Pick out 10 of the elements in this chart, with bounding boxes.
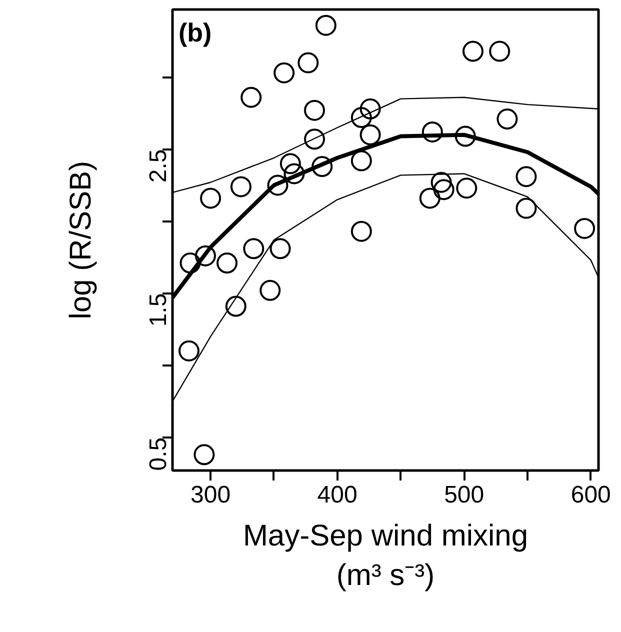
y-axis-title: log (R/SSB) bbox=[64, 160, 98, 320]
y-tick-label: 2.5 bbox=[145, 149, 172, 183]
annotation: (b) bbox=[178, 18, 212, 48]
x-tick-label: 400 bbox=[317, 482, 358, 508]
x-axis-title: May-Sep wind mixing (m³ s⁻³) bbox=[242, 520, 528, 592]
y-tick-label: 0.5 bbox=[145, 437, 172, 471]
x-tick-label: 300 bbox=[190, 482, 231, 508]
x-tick-label: 500 bbox=[444, 482, 484, 508]
y-tick-label: 1.5 bbox=[145, 293, 172, 327]
x-tick-label: 600 bbox=[570, 482, 611, 508]
